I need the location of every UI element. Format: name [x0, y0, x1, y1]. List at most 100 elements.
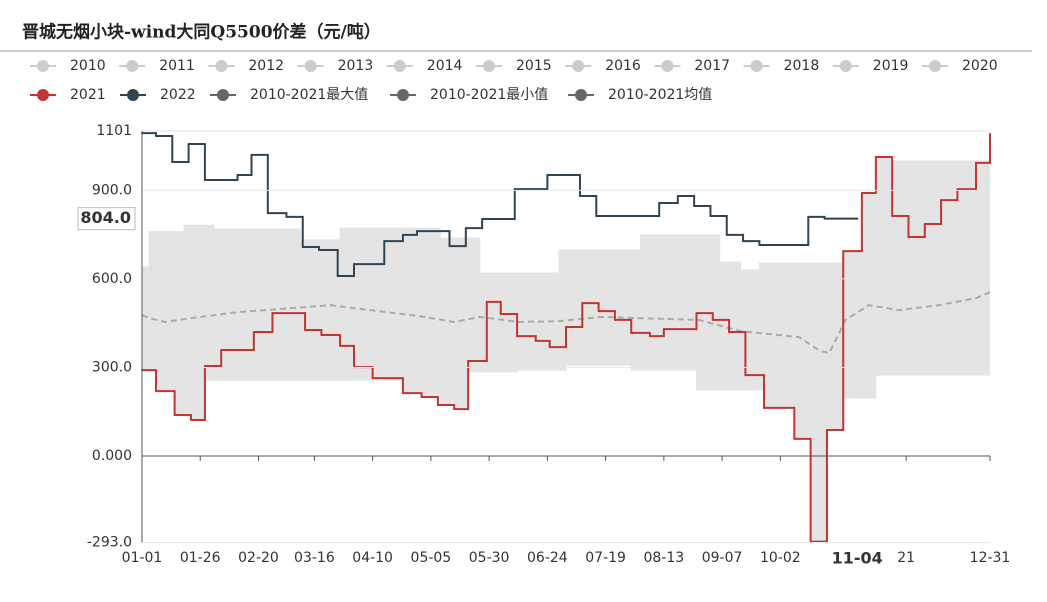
legend-icon-dot [483, 60, 495, 72]
step-segment [220, 331, 255, 352]
step-segment [189, 364, 206, 421]
step-segment [861, 156, 877, 194]
step-segment [339, 344, 355, 369]
step-segment [183, 224, 215, 230]
step-segment [141, 132, 157, 138]
step-segment [793, 437, 812, 543]
legend-label: 2020 [962, 58, 998, 74]
step-segment [154, 390, 176, 416]
step-segment [141, 231, 150, 268]
step-segment [481, 188, 516, 220]
legend-icon-dot [572, 60, 585, 72]
legend-label: 2013 [338, 58, 374, 74]
step-segment [758, 250, 844, 264]
step-segment [891, 215, 910, 238]
step-segment [339, 227, 441, 239]
step-segment [923, 199, 943, 225]
x-tick-label: 05-05 [411, 550, 452, 566]
step-segment [658, 194, 679, 205]
x-tick-label: 03-16 [294, 550, 335, 566]
legend-icon-dot [126, 60, 139, 72]
step-segment [975, 132, 991, 164]
legend-label: 2018 [784, 58, 820, 74]
x-tick-label: 01-01 [122, 550, 163, 566]
legend-icon-dot [37, 89, 49, 101]
legend-label: 2010-2021最大值 [250, 87, 368, 103]
step-segment [581, 302, 600, 313]
legend-label: 2011 [159, 58, 195, 74]
legend-icon-dot [127, 89, 139, 101]
range-band [142, 156, 990, 542]
step-segment [420, 395, 439, 406]
step-segment [763, 406, 796, 440]
step-segment [154, 135, 174, 163]
legend-label: 2021 [70, 87, 106, 103]
x-tick-label: 10-02 [760, 550, 801, 566]
step-segment [415, 230, 451, 248]
legend-icon-dot [304, 60, 317, 72]
step-segment [740, 262, 760, 271]
pointer-y-label: 804.0 [80, 208, 131, 227]
step-segment [709, 215, 728, 236]
step-segment [940, 188, 959, 202]
x-tick-label: 21 [897, 550, 915, 566]
legend-icon-dot [575, 89, 587, 101]
y-tick-label: 900.0 [92, 182, 132, 198]
step-segment [742, 240, 761, 246]
legend-label: 2010 [70, 58, 106, 74]
legend-icon-dot [37, 60, 49, 72]
x-tick-label: 05-30 [469, 550, 510, 566]
step-segment [213, 228, 301, 241]
step-segment [320, 333, 342, 347]
step-segment [719, 261, 742, 271]
step-segment [499, 313, 519, 338]
pointer-x-box [829, 547, 886, 569]
legend-icon-dot [839, 60, 852, 72]
step-segment [485, 300, 502, 316]
legend-icon-dot [750, 60, 763, 72]
legend-label: 2010-2021均值 [608, 87, 712, 103]
step-segment [453, 359, 470, 411]
step-segment [595, 202, 661, 218]
step-segment [421, 396, 439, 406]
step-segment [171, 142, 190, 163]
step-segment [676, 194, 696, 207]
x-tick-label: 06-24 [527, 550, 568, 566]
step-segment [613, 318, 633, 334]
y-tick-label: 0.000 [92, 448, 132, 464]
step-segment [383, 233, 404, 243]
step-segment [534, 339, 551, 349]
step-segment [203, 173, 239, 182]
step-segment [565, 364, 632, 371]
plot [141, 132, 992, 543]
x-tick-label: 07-19 [585, 550, 626, 566]
step-segment [763, 407, 795, 440]
pointer-label-box [77, 207, 136, 231]
step-segment [807, 215, 826, 220]
step-segment [578, 194, 598, 218]
step-segment [695, 312, 714, 321]
step-segment [371, 377, 404, 395]
step-segment [467, 300, 488, 362]
step-segment [793, 438, 812, 543]
step-segment [271, 312, 307, 331]
step-segment [401, 230, 418, 236]
legend-icon-dot [661, 60, 674, 72]
y-tick-label: 300.0 [92, 359, 132, 375]
x-tick-label: 12-31 [970, 550, 1011, 566]
x-tick-label: 08-13 [644, 550, 685, 566]
step-segment [141, 369, 157, 393]
step-segment [203, 349, 223, 367]
y-tick-label: 600.0 [92, 271, 132, 287]
step-segment [693, 204, 712, 218]
step-segment [725, 233, 745, 243]
step-segment [266, 212, 288, 218]
legend-label: 2017 [694, 58, 730, 74]
step-segment [597, 310, 616, 321]
step-segment [842, 192, 863, 252]
legend-icon-dot [217, 89, 229, 101]
step-segment [565, 302, 584, 329]
y-tick-label: -293.0 [87, 535, 132, 551]
step-segment [448, 227, 467, 248]
